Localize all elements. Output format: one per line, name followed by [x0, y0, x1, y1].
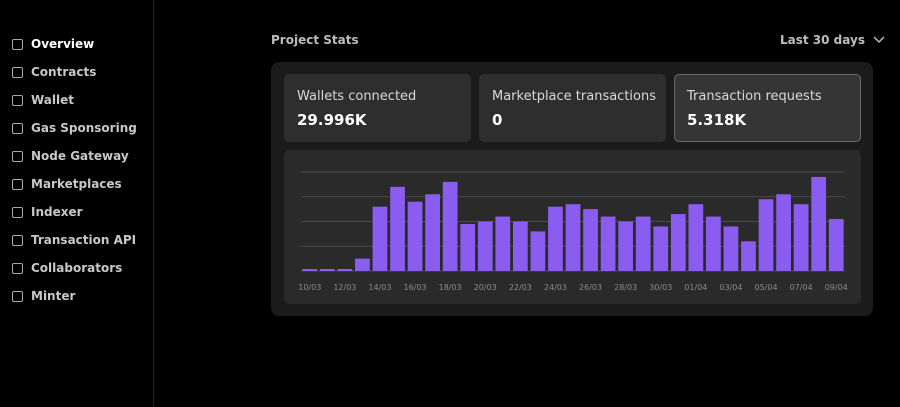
bar	[460, 223, 476, 271]
bar	[442, 181, 458, 271]
x-tick-label: 24/03	[544, 283, 567, 292]
x-tick-label: 05/04	[755, 283, 778, 292]
bar	[425, 194, 440, 271]
stat-label: Wallets connected	[297, 89, 417, 104]
nav-item[interactable]: Collaborators	[12, 258, 122, 278]
nav-item[interactable]: Overview	[12, 34, 94, 54]
chart: 10/03 12/03 14/03 16/03 18/03 20/03 22/03 24/03…	[284, 150, 861, 304]
stat-value: 5.318K	[687, 111, 747, 129]
nav-item[interactable]: Indexer	[12, 202, 83, 222]
x-tick-label: 28/03	[614, 283, 637, 292]
bar	[688, 204, 704, 271]
nav-label[interactable]: Contracts	[31, 65, 97, 79]
bar	[670, 214, 686, 271]
nav-item[interactable]: Minter	[12, 286, 75, 306]
stat-label: Transaction requests	[687, 89, 822, 104]
stat-value: 0	[492, 111, 503, 129]
nav-label[interactable]: Minter	[31, 289, 76, 303]
nav-label[interactable]: Indexer	[31, 205, 83, 219]
x-tick-label: 14/03	[368, 283, 391, 292]
x-tick-label: 10/03	[298, 283, 321, 292]
bar	[495, 216, 511, 271]
nav-label[interactable]: Transaction API	[31, 233, 137, 247]
nav-icon	[12, 66, 23, 78]
nav-icon	[12, 178, 23, 190]
nav-label[interactable]: Collaborators	[31, 261, 123, 275]
x-tick-label: 26/03	[579, 283, 602, 292]
nav-icon	[12, 150, 23, 162]
nav-item[interactable]: Contracts	[12, 62, 96, 82]
stat-card[interactable]: Wallets connected 29.996K	[284, 74, 471, 142]
x-tick-label: 03/04	[719, 283, 742, 292]
bar	[355, 258, 370, 271]
nav-icon	[12, 290, 23, 302]
nav-label[interactable]: Wallet	[31, 93, 75, 107]
nav-item[interactable]: Marketplaces	[12, 174, 122, 194]
nav-icon	[12, 262, 23, 274]
stat-label: Marketplace transactions	[492, 89, 657, 104]
nav-item[interactable]: Gas Sponsoring	[12, 118, 137, 138]
bar	[512, 221, 528, 271]
stat-value: 29.996K	[297, 111, 367, 129]
x-tick-label: 12/03	[333, 283, 356, 292]
stat-card[interactable]: Transaction requests 5.318K	[674, 74, 861, 142]
nav-item[interactable]: Node Gateway	[12, 146, 129, 166]
nav-icon	[12, 234, 23, 246]
bar	[530, 231, 546, 271]
sidebar: Overview Contracts Wallet Gas Sponsoring Nod…	[0, 0, 154, 407]
bar	[407, 201, 423, 271]
range-label[interactable]: Last 30 days	[780, 33, 865, 47]
bar	[811, 176, 827, 271]
bar	[548, 206, 563, 271]
nav-label[interactable]: Overview	[31, 37, 95, 51]
x-tick-label: 20/03	[474, 283, 497, 292]
bar	[653, 226, 669, 271]
section-title: Project Stats	[271, 33, 359, 47]
bar	[741, 241, 756, 271]
nav-label[interactable]: Marketplaces	[31, 177, 122, 191]
chevron	[873, 36, 885, 44]
x-tick-label: 07/04	[790, 283, 813, 292]
x-tick-label: 22/03	[509, 283, 532, 292]
bar	[706, 216, 721, 271]
bar	[600, 216, 616, 271]
nav-icon	[12, 206, 23, 218]
bar	[635, 216, 651, 271]
x-tick-label: 09/04	[825, 283, 848, 292]
x-tick-label: 16/03	[404, 283, 427, 292]
bar	[319, 269, 335, 271]
bar	[477, 221, 493, 271]
nav-item[interactable]: Wallet	[12, 90, 74, 110]
nav-label[interactable]: Node Gateway	[31, 149, 129, 163]
x-tick-label: 30/03	[649, 283, 672, 292]
bar	[302, 269, 318, 271]
stats-panel: 10/03 12/03 14/03 16/03 18/03 20/03 22/03 24/03…	[271, 62, 873, 316]
nav-label[interactable]: Gas Sponsoring	[31, 121, 137, 135]
x-tick-label: 18/03	[439, 283, 462, 292]
bar	[372, 206, 388, 271]
bar	[390, 186, 405, 271]
x-tick-label: 01/04	[684, 283, 707, 292]
stat-card[interactable]: Marketplace transactions 0	[479, 74, 666, 142]
bar	[337, 269, 353, 271]
nav-item[interactable]: Transaction API	[12, 230, 136, 250]
bar	[618, 221, 634, 271]
bar	[723, 226, 739, 271]
bar	[776, 194, 791, 271]
bar	[583, 209, 598, 271]
nav-icon	[12, 122, 23, 134]
bar	[828, 219, 844, 271]
nav-icon	[12, 94, 23, 106]
nav-icon	[12, 38, 23, 50]
bar	[758, 199, 774, 271]
bar	[793, 204, 809, 271]
range-select[interactable]: Last 30 days	[780, 33, 885, 47]
bar	[565, 204, 581, 271]
